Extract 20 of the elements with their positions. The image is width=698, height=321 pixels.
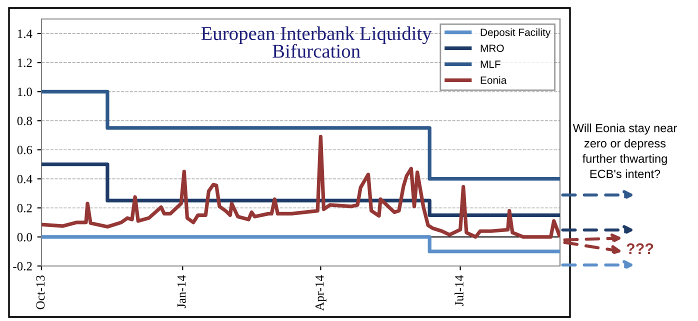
legend-label: MLF <box>480 60 500 68</box>
y-tick-label: 1.4 <box>18 30 32 38</box>
y-tick-label: 0.4 <box>17 174 32 184</box>
text: ??? <box>626 243 654 254</box>
y-tick-label: -0.2 <box>13 262 32 271</box>
y-tick-label: 1.0 <box>18 88 32 96</box>
y-tick-label: 0.8 <box>17 116 32 126</box>
legend-label: Eonia <box>480 76 507 84</box>
x-tick-label: Apr-14 <box>315 275 326 311</box>
legend-label: MRO <box>480 44 504 52</box>
y-tick-label: 1.2 <box>18 58 32 68</box>
x-tick-label: Jan-14 <box>177 275 186 308</box>
legend-label: Deposit Facility <box>480 28 551 38</box>
text: Will Eonia stay near zero or depress further thwarting ECB's intent? <box>572 124 677 178</box>
text: European Interbank Liquidity Bifurcation <box>201 26 432 58</box>
y-tick-label: 0.2 <box>17 204 32 212</box>
x-tick-label: Oct-13 <box>36 276 45 310</box>
y-tick-label: 0.6 <box>17 146 32 154</box>
y-tick-label: 0.0 <box>17 232 32 242</box>
x-tick-label: Jul-14 <box>454 275 464 306</box>
